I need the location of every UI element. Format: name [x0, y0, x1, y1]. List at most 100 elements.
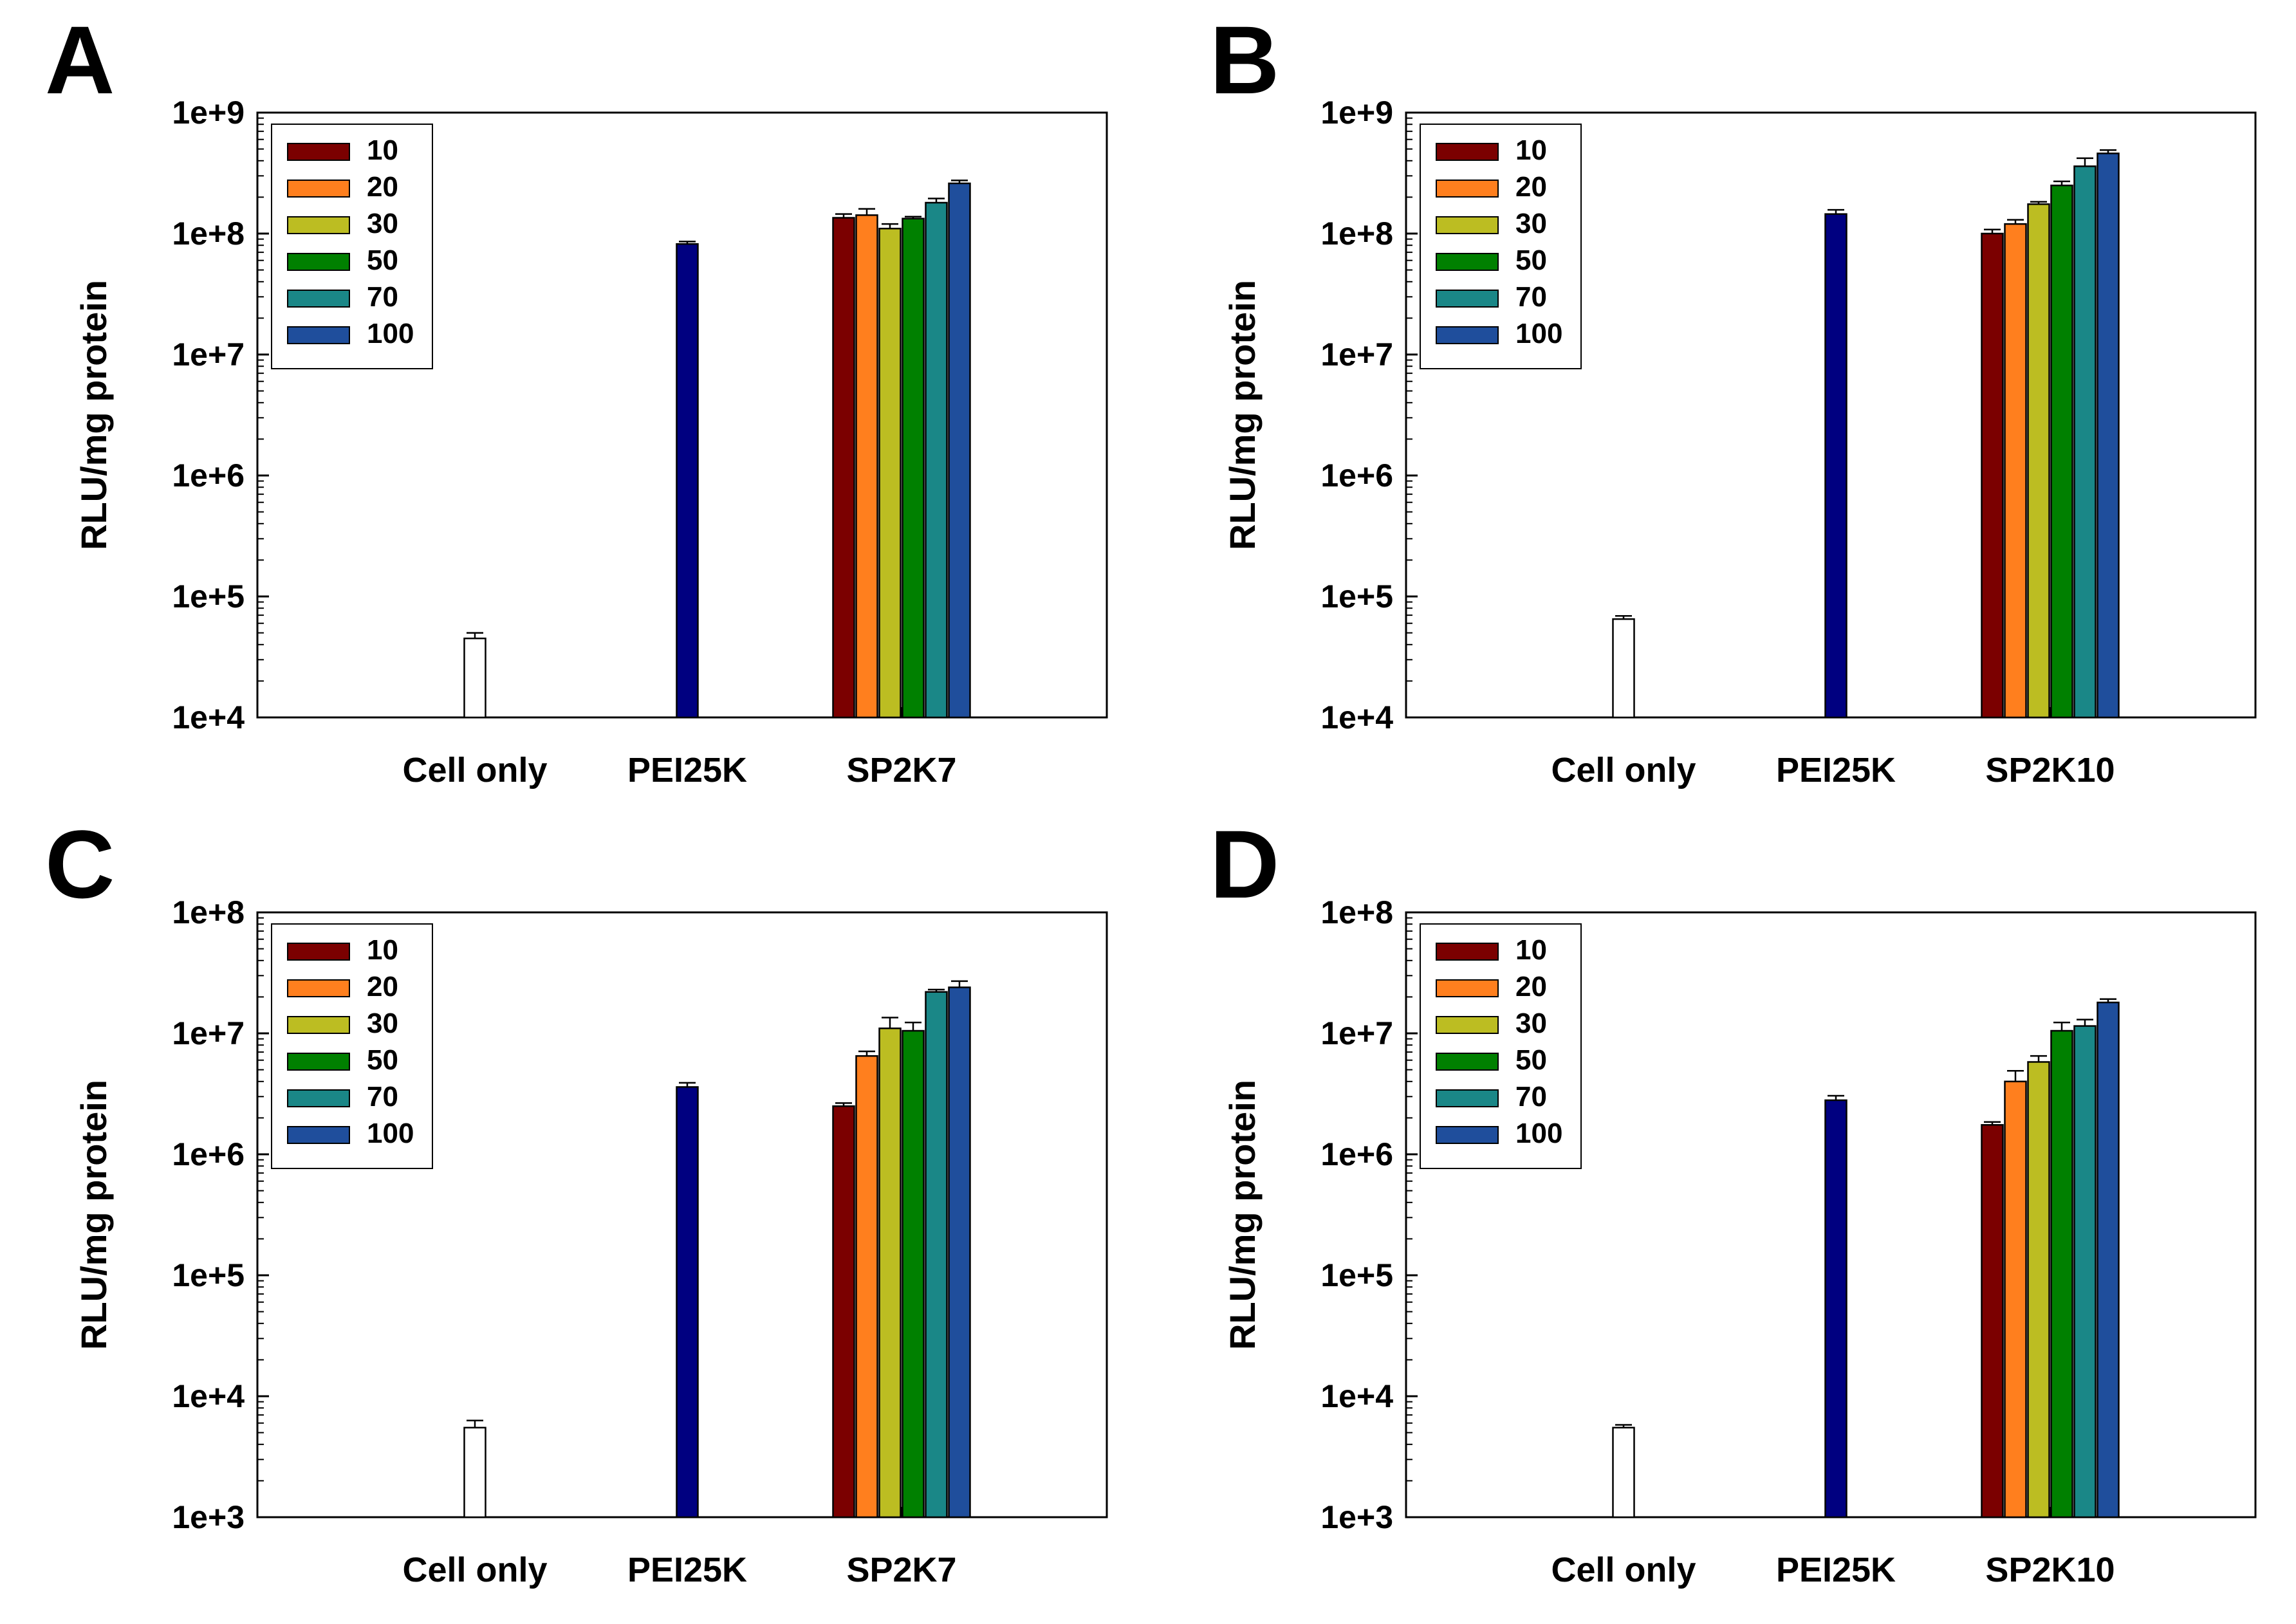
legend-swatch [1436, 1016, 1499, 1034]
x-tick-label: PEI25K [1776, 1551, 1896, 1589]
y-tick-label: 1e+8 [1320, 894, 1393, 930]
legend-label: 10 [1515, 934, 1547, 966]
bar-30 [2027, 1061, 2050, 1518]
legend-label: 10 [1515, 134, 1547, 166]
y-axis-label: RLU/mg protein [73, 280, 114, 550]
bar-30 [878, 227, 902, 719]
legend-swatch [1436, 1126, 1499, 1144]
x-tick-label: PEI25K [1776, 751, 1896, 789]
legend-swatch [1436, 1089, 1499, 1107]
legend-swatch [1436, 143, 1499, 161]
bar-30 [878, 1027, 902, 1518]
bar-100 [2097, 1001, 2120, 1518]
legend-swatch [287, 979, 350, 997]
x-tick-label: Cell only [402, 751, 547, 789]
y-tick-label: 1e+5 [172, 1257, 245, 1293]
y-tick-label: 1e+8 [172, 894, 245, 930]
legend-label: 70 [1515, 1081, 1547, 1112]
legend-swatch [287, 943, 350, 961]
x-tick-label: Cell only [402, 1551, 547, 1589]
bar-pei25k [1824, 213, 1847, 719]
bar-10 [1981, 1124, 2004, 1518]
legend-label: 100 [367, 1118, 414, 1149]
legend-swatch [287, 326, 350, 344]
legend-swatch [287, 290, 350, 308]
y-tick-label: 1e+9 [172, 95, 245, 131]
bar-pei25k [676, 1086, 699, 1518]
legend-swatch [287, 143, 350, 161]
legend-swatch [1436, 216, 1499, 234]
y-tick-label: 1e+4 [1320, 699, 1393, 735]
legend-label: 30 [1515, 1008, 1547, 1039]
chart-panel-b: B 1e+4 1e+5 1e+6 1e+7 1e+8 1e+9 RLU/mg protein C… [1210, 6, 2257, 789]
legend-swatch [287, 1126, 350, 1144]
bar-20 [855, 214, 878, 719]
legend-label: 20 [1515, 971, 1547, 1002]
legend-swatch [287, 253, 350, 271]
y-axis-label: RLU/mg protein [1222, 1080, 1263, 1350]
y-tick-label: 1e+7 [1320, 337, 1393, 373]
y-tick-label: 1e+5 [1320, 1257, 1393, 1293]
legend: 10 20 30 50 70 100 [271, 124, 433, 369]
x-tick-label: SP2K10 [1985, 1551, 2115, 1589]
y-tick-label: 1e+6 [172, 457, 245, 494]
bar-70 [2073, 165, 2097, 719]
panel-label: A [45, 6, 115, 114]
legend-swatch [1436, 326, 1499, 344]
x-tick-label: Cell only [1551, 1551, 1696, 1589]
y-tick-label: 1e+4 [172, 1378, 245, 1414]
legend-swatch [287, 180, 350, 198]
bar-20 [2004, 1080, 2027, 1518]
legend-label: 30 [367, 208, 398, 239]
bar-70 [925, 201, 948, 719]
bar-30 [2027, 203, 2050, 719]
bar-20 [855, 1055, 878, 1518]
chart-panel-a: A 1e+4 1e+5 1e+6 1e+7 1e+8 1e+9 RLU/mg protein C… [45, 6, 1108, 789]
y-tick-label: 1e+4 [1320, 1378, 1393, 1414]
y-tick-label: 1e+4 [172, 699, 245, 735]
legend-label: 70 [367, 281, 398, 313]
y-tick-label: 1e+6 [1320, 1136, 1393, 1172]
bar-10 [1981, 232, 2004, 719]
bar-100 [948, 182, 971, 719]
bar-50 [2050, 1029, 2073, 1518]
y-axis-label: RLU/mg protein [73, 1080, 114, 1350]
legend-swatch [287, 1016, 350, 1034]
y-tick-label: 1e+9 [1320, 95, 1393, 131]
y-tick-label: 1e+6 [172, 1136, 245, 1172]
y-tick-label: 1e+8 [1320, 216, 1393, 252]
legend-label: 100 [1515, 1118, 1562, 1149]
bar-pei25k [1824, 1099, 1847, 1518]
x-tick-label: PEI25K [627, 751, 747, 789]
legend-label: 50 [1515, 1044, 1547, 1076]
legend-swatch [287, 216, 350, 234]
bar-100 [948, 986, 971, 1518]
legend-label: 50 [367, 245, 398, 276]
x-tick-label: Cell only [1551, 751, 1696, 789]
chart-panel-c: C 1e+3 1e+4 1e+5 1e+6 1e+7 1e+8 RLU/mg protein C… [45, 810, 1108, 1589]
legend-label: 20 [1515, 171, 1547, 203]
bar-pei25k [676, 243, 699, 719]
x-tick-label: PEI25K [627, 1551, 747, 1589]
bar-cell-only [1612, 1426, 1635, 1518]
y-tick-label: 1e+7 [1320, 1015, 1393, 1051]
y-tick-label: 1e+3 [1320, 1499, 1393, 1535]
legend-label: 30 [1515, 208, 1547, 239]
bar-10 [832, 1105, 855, 1518]
legend: 10 20 30 50 70 100 [271, 923, 433, 1169]
bar-50 [902, 1029, 925, 1518]
y-axis-label: RLU/mg protein [1222, 280, 1263, 550]
chart-panel-d: D 1e+3 1e+4 1e+5 1e+6 1e+7 1e+8 RLU/mg protein C… [1210, 810, 2257, 1589]
legend-swatch [287, 1089, 350, 1107]
legend-label: 20 [367, 171, 398, 203]
x-tick-label: SP2K7 [846, 1551, 956, 1589]
legend-label: 100 [1515, 318, 1562, 349]
legend-label: 70 [367, 1081, 398, 1112]
bar-50 [2050, 184, 2073, 719]
x-tick-label: SP2K7 [846, 751, 956, 789]
panel-label: D [1210, 810, 1279, 918]
bar-20 [2004, 223, 2027, 719]
bar-cell-only [1612, 618, 1635, 719]
legend-label: 10 [367, 134, 398, 166]
